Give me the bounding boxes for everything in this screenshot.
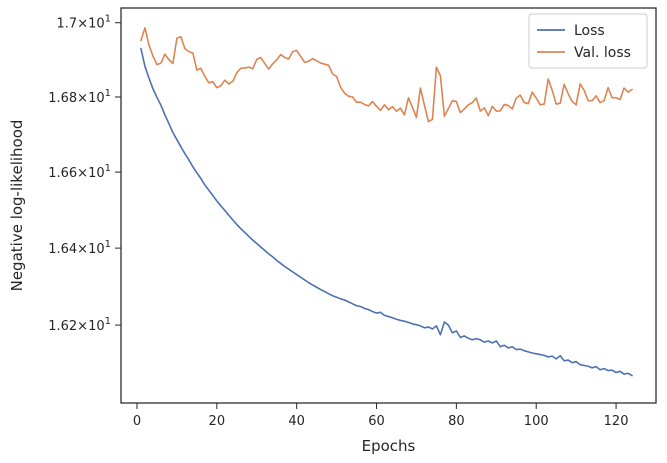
legend-label-loss: Loss: [574, 23, 605, 39]
series-line-0: [140, 47, 633, 377]
x-tick-label: 20: [209, 414, 226, 429]
x-tick-label: 120: [604, 414, 629, 429]
x-tick-label: 100: [524, 414, 549, 429]
x-tick-label: 0: [133, 414, 141, 429]
legend: Loss Val. loss: [528, 13, 648, 69]
x-tick-label: 40: [288, 414, 305, 429]
y-tick-label: 1.64×101: [48, 239, 111, 257]
x-axis: 0 20 40 60 80 100 120: [133, 403, 629, 429]
x-axis-label: Epochs: [362, 437, 416, 455]
legend-label-val-loss: Val. loss: [574, 45, 631, 61]
y-tick-label: 1.68×101: [48, 88, 111, 106]
series-layer: [140, 27, 633, 377]
x-tick-label: 80: [448, 414, 465, 429]
y-tick-label: 1.7×101: [57, 14, 111, 32]
legend-box: [528, 13, 648, 69]
y-axis: 1.62×101 1.64×101 1.66×101 1.68×101 1.7×101: [48, 14, 121, 334]
series-line-1: [140, 27, 633, 123]
y-tick-label: 1.62×101: [48, 316, 111, 334]
axes-frame: [120, 7, 657, 404]
y-tick-label: 1.66×101: [48, 163, 111, 181]
plot-area: [120, 7, 657, 404]
y-axis-label: Negative log-likelihood: [8, 120, 26, 292]
x-tick-label: 60: [368, 414, 385, 429]
